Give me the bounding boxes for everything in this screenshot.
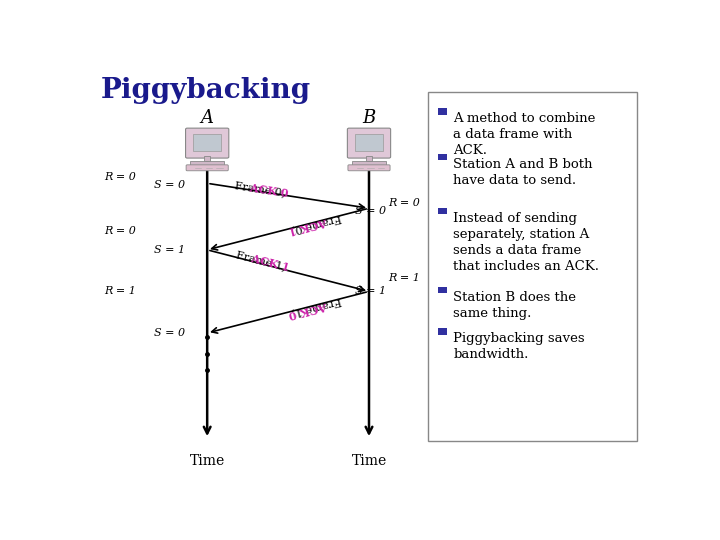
Text: R = 1: R = 1 [104,286,136,296]
Text: A method to combine
a data frame with
ACK.: A method to combine a data frame with AC… [454,112,595,157]
Text: Instead of sending
separately, station A
sends a data frame
that includes an ACK: Instead of sending separately, station A… [454,212,599,273]
Text: Time: Time [351,454,387,468]
Bar [366,156,372,161]
Bar [438,287,446,293]
Bar [204,156,210,161]
Text: S = 1: S = 1 [355,286,386,296]
Text: S = 1: S = 1 [154,245,185,255]
Text: R = 0: R = 0 [389,198,420,208]
Text: Frame 0,: Frame 0, [234,180,289,199]
FancyBboxPatch shape [186,128,229,158]
Text: S = 0: S = 0 [154,328,185,338]
Bar [438,154,446,160]
Text: ACK 1: ACK 1 [287,207,361,237]
Text: Frame 1,: Frame 1, [287,296,343,319]
Text: Piggybacking: Piggybacking [101,77,311,104]
Bar [355,134,383,151]
Text: R = 1: R = 1 [389,273,420,282]
Text: Station B does the
same thing.: Station B does the same thing. [454,291,576,320]
Text: A: A [201,109,214,127]
FancyBboxPatch shape [348,165,390,171]
Text: S = 0: S = 0 [355,206,386,216]
Text: R = 0: R = 0 [104,172,136,182]
Bar [194,134,221,151]
Text: ACK 0: ACK 0 [287,291,361,320]
FancyBboxPatch shape [186,165,228,171]
Text: Frame 0,: Frame 0, [287,213,343,236]
Text: R = 0: R = 0 [104,226,136,236]
Text: Piggybacking saves
bandwidth.: Piggybacking saves bandwidth. [454,332,585,361]
Text: S = 0: S = 0 [154,180,185,191]
Text: Frame 1,: Frame 1, [235,250,290,273]
Text: B: B [362,109,376,127]
Bar [438,208,446,214]
Bar [190,161,224,165]
Text: ACK 1: ACK 1 [216,245,290,274]
Bar [438,328,446,335]
Text: Station A and B both
have data to send.: Station A and B both have data to send. [454,158,593,186]
Text: Time: Time [189,454,225,468]
Text: ACK 0: ACK 0 [215,177,289,199]
Bar [352,161,386,165]
Bar [438,108,446,114]
FancyBboxPatch shape [347,128,391,158]
FancyBboxPatch shape [428,92,637,441]
